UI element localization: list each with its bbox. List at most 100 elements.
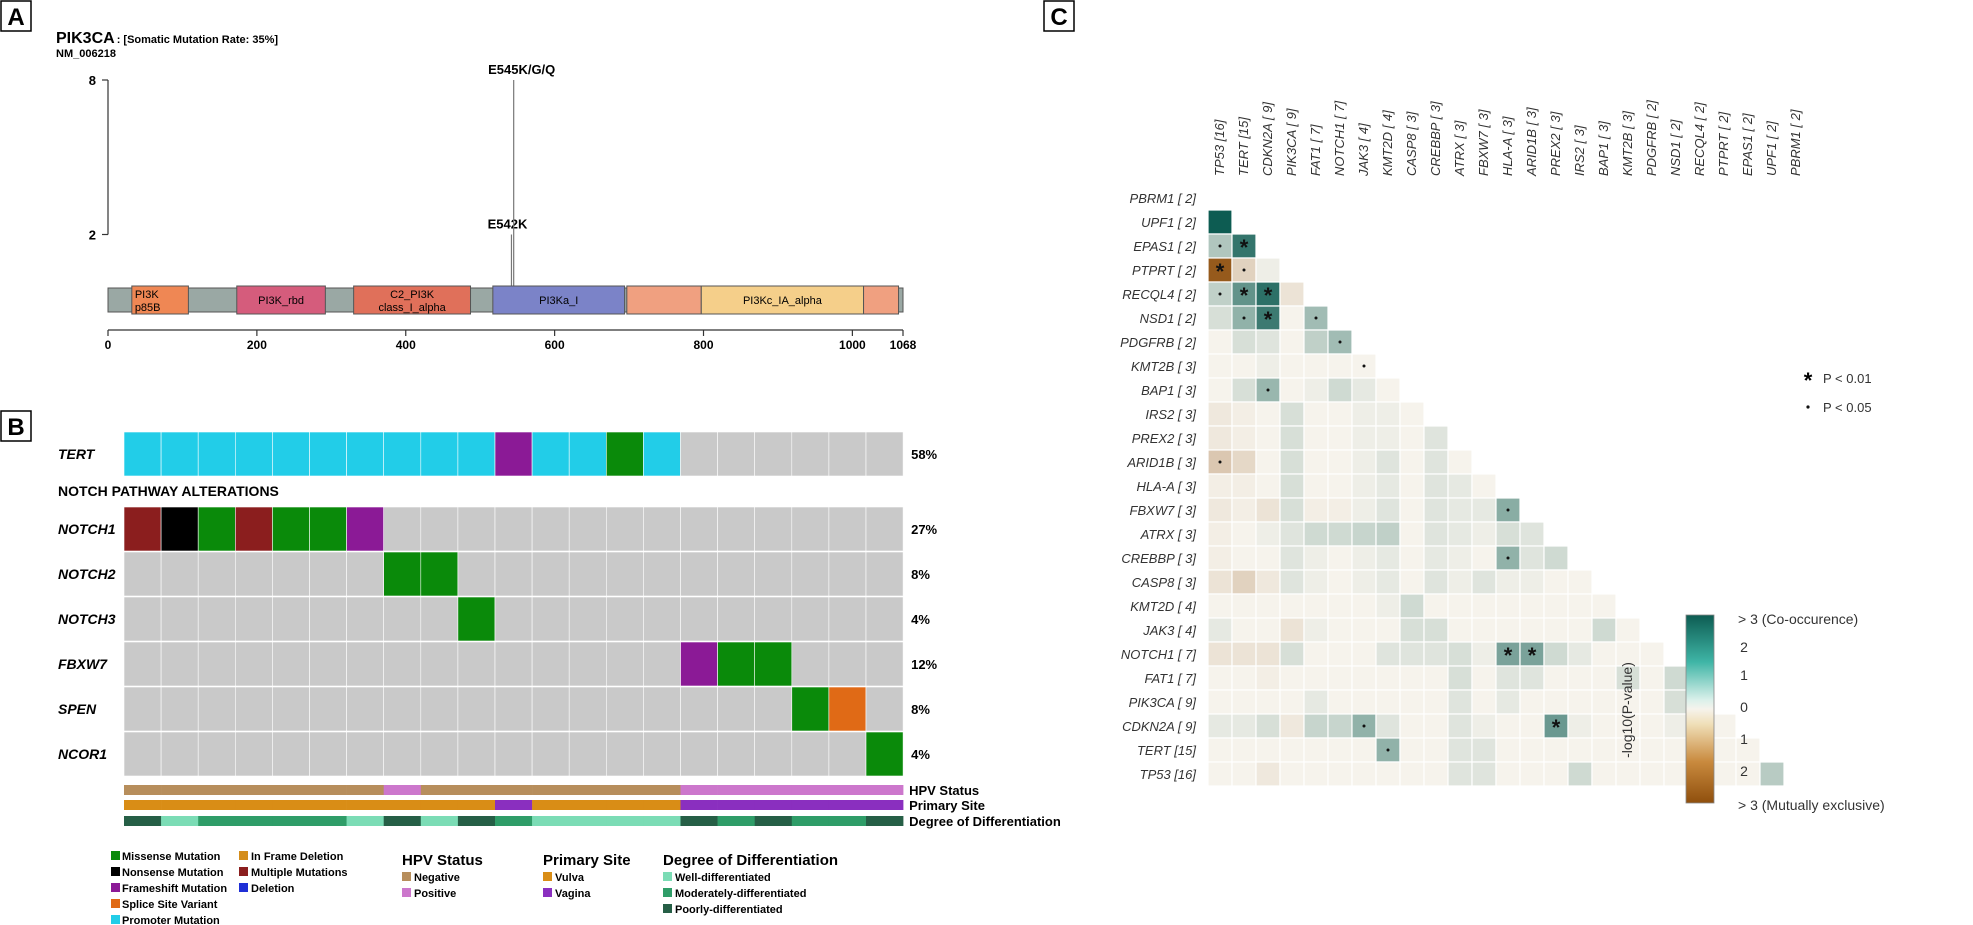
col-label: TERT [15] xyxy=(1236,117,1251,176)
oncoprint-cell xyxy=(346,551,385,597)
heatmap-cell xyxy=(1495,521,1521,547)
oncoprint-cell xyxy=(420,686,459,732)
sig-p005-dot xyxy=(1242,268,1246,272)
heatmap-cell xyxy=(1279,521,1305,547)
oncoprint-cell xyxy=(383,431,422,477)
oncoprint-cell xyxy=(568,551,607,597)
heatmap-cell xyxy=(1279,713,1305,739)
annotation-cell xyxy=(161,800,199,810)
oncoprint-cell xyxy=(457,431,496,477)
heatmap-cell xyxy=(1399,641,1425,667)
annotation-cell xyxy=(791,785,830,795)
row-label: CASP8 [ 3] xyxy=(1132,575,1197,590)
heatmap-cell xyxy=(1543,713,1569,739)
heatmap-cell xyxy=(1399,737,1425,763)
oncoprint-cell xyxy=(383,686,422,732)
row-label: PBRM1 [ 2] xyxy=(1130,191,1197,206)
annotation-cell xyxy=(606,816,644,826)
heatmap-cell xyxy=(1351,593,1377,619)
heatmap-cell xyxy=(1375,449,1401,475)
heatmap-cell xyxy=(1279,305,1305,331)
oncoprint-cell xyxy=(754,506,793,552)
heatmap-cell xyxy=(1327,713,1353,739)
oncoprint-cell xyxy=(680,431,718,477)
oncoprint-cell xyxy=(531,596,570,642)
colorbar-tick-label: 2 xyxy=(1740,763,1748,779)
oncoprint-cell xyxy=(420,431,459,477)
col-label: IRS2 [ 3] xyxy=(1572,125,1587,176)
heatmap-cell xyxy=(1303,545,1329,571)
row-label: ATRX [ 3] xyxy=(1140,527,1197,542)
annotation-cell xyxy=(828,800,867,810)
heatmap-cell xyxy=(1231,473,1257,499)
heatmap-cell xyxy=(1231,713,1257,739)
annotation-cell xyxy=(420,816,459,826)
sig-p001-star: * xyxy=(1216,259,1225,284)
annotation-cell xyxy=(161,816,199,826)
row-label: NSD1 [ 2] xyxy=(1140,311,1197,326)
sig-p001-star: * xyxy=(1264,307,1273,332)
oncoprint-cell xyxy=(680,686,718,732)
annotation-cell xyxy=(457,816,496,826)
heatmap-cell xyxy=(1495,689,1521,715)
oncoprint-cell xyxy=(494,431,533,477)
sig-p005-dot xyxy=(1218,460,1222,464)
protein-domain xyxy=(131,285,189,315)
heatmap-cell xyxy=(1567,761,1593,787)
legend-label: Vulva xyxy=(555,872,585,884)
heatmap-cell xyxy=(1303,521,1329,547)
oncoprint-cell xyxy=(531,641,570,687)
heatmap-cell xyxy=(1327,617,1353,643)
oncoprint-cell xyxy=(717,506,755,552)
heatmap-cell xyxy=(1255,425,1281,451)
heatmap-cell xyxy=(1471,641,1497,667)
oncoprint-cell xyxy=(754,641,793,687)
panel-a-letter-box: A xyxy=(0,0,32,32)
oncoprint-cell xyxy=(605,686,644,732)
x-tick-label: 800 xyxy=(693,338,713,352)
heatmap-cell xyxy=(1423,473,1449,499)
heatmap-cell xyxy=(1207,425,1233,451)
oncoprint-cell xyxy=(235,686,273,732)
row-label: NOTCH1 [ 7] xyxy=(1121,647,1197,662)
row-label: JAK3 [ 4] xyxy=(1142,623,1196,638)
heatmap-cell xyxy=(1351,449,1377,475)
oncoprint-cell xyxy=(680,731,718,777)
heatmap-cell xyxy=(1279,593,1305,619)
oncoprint-cell xyxy=(235,731,273,777)
oncoprint-cell xyxy=(346,506,385,552)
oncoprint-cell xyxy=(383,731,422,777)
heatmap-cell xyxy=(1231,329,1257,355)
col-label: BAP1 [ 3] xyxy=(1596,121,1611,176)
heatmap-cell xyxy=(1495,761,1521,787)
heatmap-cell xyxy=(1447,617,1473,643)
oncoprint-cell xyxy=(272,431,310,477)
oncoprint-cell xyxy=(568,641,607,687)
colorbar-tick-label: 1 xyxy=(1740,731,1748,747)
heatmap-cell xyxy=(1303,449,1329,475)
gene-label: NOTCH2 xyxy=(58,566,116,582)
oncoprint-cell xyxy=(420,641,459,687)
annotation-cell xyxy=(272,800,310,810)
oncoprint-cell xyxy=(235,641,273,687)
heatmap-cell xyxy=(1375,497,1401,523)
heatmap-cell xyxy=(1255,665,1281,691)
protein-domain xyxy=(353,285,472,315)
heatmap-cell xyxy=(1327,689,1353,715)
heatmap-cell xyxy=(1279,401,1305,427)
heatmap-cell xyxy=(1423,665,1449,691)
annotation-cell xyxy=(866,816,904,826)
heatmap-cell xyxy=(1255,569,1281,595)
heatmap-cell xyxy=(1519,689,1545,715)
heatmap-cell xyxy=(1471,713,1497,739)
heatmap-cell xyxy=(1375,377,1401,403)
heatmap-cell xyxy=(1519,569,1545,595)
heatmap-cell xyxy=(1207,305,1233,331)
annotation-cell xyxy=(569,800,607,810)
annotation-cell xyxy=(383,800,422,810)
heatmap-cell xyxy=(1447,545,1473,571)
row-label: PTPRT [ 2] xyxy=(1132,263,1196,278)
heatmap-cell xyxy=(1279,617,1305,643)
heatmap-cell xyxy=(1663,689,1689,715)
heatmap-cell xyxy=(1495,593,1521,619)
